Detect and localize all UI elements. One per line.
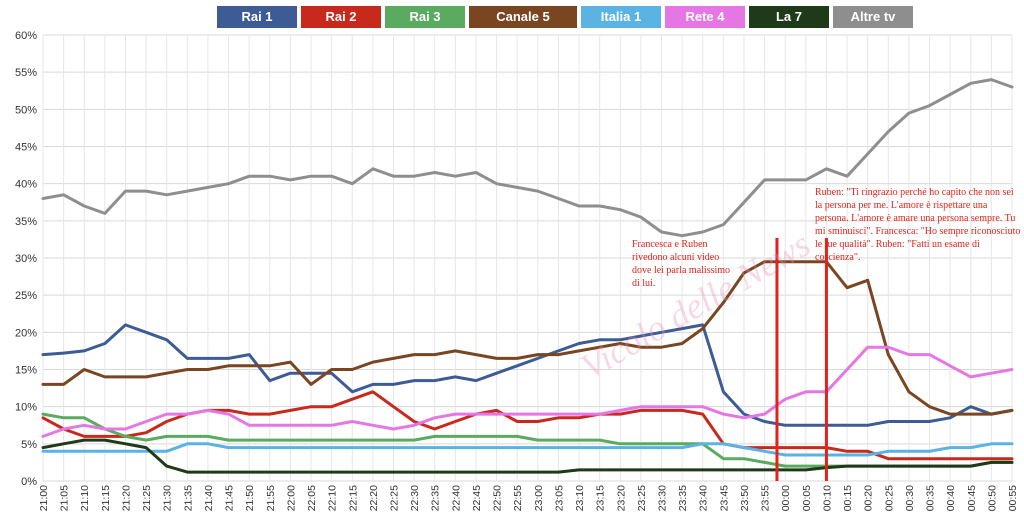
x-tick-label: 00:50 [986, 485, 998, 511]
x-tick-label: 00:00 [780, 485, 792, 511]
x-tick-label: 21:15 [100, 485, 112, 511]
x-tick-label: 21:50 [244, 485, 256, 511]
y-tick-label: 40% [15, 179, 37, 191]
x-tick-label: 22:45 [471, 485, 483, 511]
x-tick-label: 23:10 [574, 485, 586, 511]
series-line-rete-4 [41, 345, 1014, 438]
x-tick-label: 21:30 [162, 485, 174, 511]
x-tick-label: 23:05 [553, 485, 565, 511]
series-line-rai-1 [41, 323, 1014, 427]
x-tick-label: 22:15 [347, 485, 359, 511]
x-tick-label: 21:35 [182, 485, 194, 511]
y-tick-label: 35% [15, 216, 37, 228]
x-tick-label: 21:25 [141, 485, 153, 511]
legend-item-italia-1: Italia 1 [581, 6, 661, 28]
x-tick-label: 21:45 [224, 485, 236, 511]
x-tick-label: 00:10 [821, 485, 833, 511]
x-tick-label: 00:35 [925, 485, 937, 511]
annotation-1: Francesca e Ruben rivedono alcuni video … [632, 239, 731, 289]
x-tick-label: 23:50 [739, 485, 751, 511]
x-tick-label: 22:00 [285, 485, 297, 511]
series-line-canale-5 [41, 260, 1014, 416]
legend: Rai 1 Rai 2 Rai 3 Canale 5 Italia 1 Rete 4 La … [217, 6, 913, 28]
y-tick-label: 5% [21, 439, 37, 451]
legend-item-rete-4: Rete 4 [665, 6, 745, 28]
x-tick-label: 21:20 [120, 485, 132, 511]
x-tick-label: 21:10 [79, 485, 91, 511]
x-tick-label: 23:35 [677, 485, 689, 511]
x-tick-label: 23:30 [657, 485, 669, 511]
legend-item-canale-5: Canale 5 [469, 6, 577, 28]
x-tick-label: 22:40 [450, 485, 462, 511]
x-tick-label: 00:40 [945, 485, 957, 511]
x-tick-label: 21:00 [38, 485, 50, 511]
x-tick-label: 23:55 [760, 485, 772, 511]
y-tick-label: 25% [15, 290, 37, 302]
x-tick-label: 23:00 [533, 485, 545, 511]
x-tick-label: 00:55 [1007, 485, 1019, 511]
x-tick-label: 22:25 [388, 485, 400, 511]
y-tick-label: 10% [15, 402, 37, 414]
x-tick-label: 00:15 [842, 485, 854, 511]
x-tick-label: 22:35 [430, 485, 442, 511]
x-tick-label: 22:10 [327, 485, 339, 511]
x-tick-label: 21:05 [59, 485, 71, 511]
series-line-la-7 [41, 438, 1014, 474]
x-tick-label: 00:05 [801, 485, 813, 511]
x-tick-label: 23:15 [595, 485, 607, 511]
x-tick-label: 22:05 [306, 485, 318, 511]
y-tick-label: 15% [15, 365, 37, 377]
x-tick-label: 00:25 [883, 485, 895, 511]
x-tick-label: 23:20 [615, 485, 627, 511]
legend-item-rai-2: Rai 2 [301, 6, 381, 28]
annotation-2: Ruben: "Ti ringrazio perché ho capito ch… [815, 187, 1021, 263]
y-tick-label: 60% [15, 30, 37, 42]
y-tick-label: 50% [15, 104, 37, 116]
y-tick-label: 30% [15, 253, 37, 265]
x-tick-label: 21:40 [203, 485, 215, 511]
y-tick-label: 55% [15, 67, 37, 79]
x-tick-label: 22:55 [512, 485, 524, 511]
x-tick-label: 22:50 [492, 485, 504, 511]
x-tick-label: 21:55 [265, 485, 277, 511]
x-tick-label: 00:45 [966, 485, 978, 511]
y-tick-label: 20% [15, 327, 37, 339]
legend-item-la-7: La 7 [749, 6, 829, 28]
x-tick-label: 00:30 [904, 485, 916, 511]
legend-item-altre-tv: Altre tv [833, 6, 913, 28]
y-tick-label: 0% [21, 476, 37, 488]
x-tick-label: 23:40 [698, 485, 710, 511]
y-tick-label: 45% [15, 142, 37, 154]
x-tick-label: 23:45 [718, 485, 730, 511]
x-tick-label: 22:30 [409, 485, 421, 511]
x-tick-label: 22:20 [368, 485, 380, 511]
x-tick-label: 23:25 [636, 485, 648, 511]
legend-item-rai-1: Rai 1 [217, 6, 297, 28]
series-line-italia-1 [41, 442, 1014, 457]
legend-item-rai-3: Rai 3 [385, 6, 465, 28]
x-tick-label: 00:20 [863, 485, 875, 511]
series-line-altre-tv [41, 78, 1014, 238]
